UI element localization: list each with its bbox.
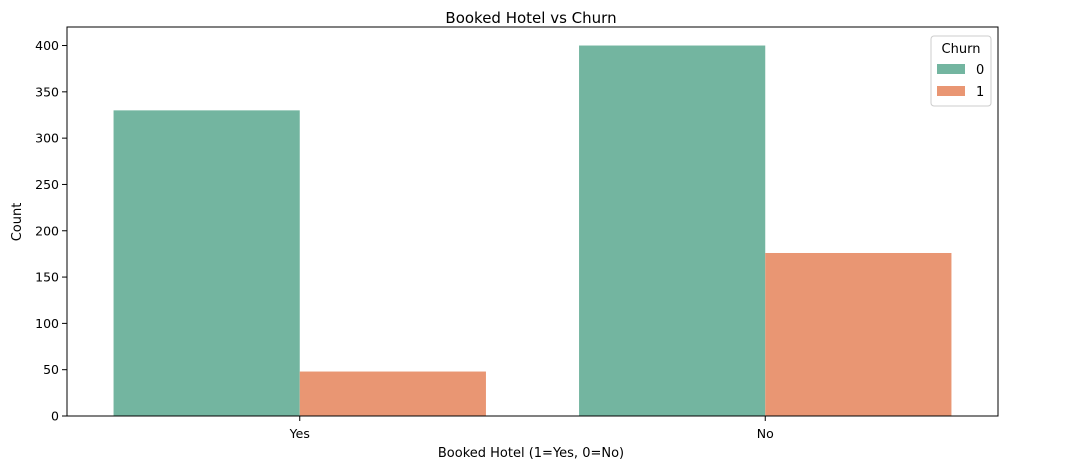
y-tick-label: 300 bbox=[35, 131, 59, 146]
y-tick-label: 150 bbox=[35, 270, 59, 285]
legend-swatch-0 bbox=[937, 64, 965, 74]
y-tick-label: 400 bbox=[35, 38, 59, 53]
legend: Churn 0 1 bbox=[930, 35, 992, 107]
x-axis-title: Booked Hotel (1=Yes, 0=No) bbox=[438, 446, 624, 461]
y-tick-label: 200 bbox=[35, 223, 59, 238]
y-tick-label: 250 bbox=[35, 177, 59, 192]
chart-title: Booked Hotel vs Churn bbox=[445, 9, 616, 27]
bar-no-churn-0 bbox=[579, 45, 766, 417]
bar-yes-churn-0 bbox=[113, 110, 300, 416]
y-tick-label: 100 bbox=[35, 316, 59, 331]
y-tick-label: 0 bbox=[51, 409, 59, 424]
legend-title: Churn bbox=[942, 42, 981, 57]
x-tick-label: Yes bbox=[289, 426, 310, 441]
y-axis: 0 50 100 150 200 250 300 350 400 bbox=[35, 38, 67, 424]
plot-frame bbox=[66, 26, 999, 417]
bars-group bbox=[113, 45, 952, 417]
y-tick-label: 350 bbox=[35, 84, 59, 99]
bar-no-churn-1 bbox=[765, 252, 952, 416]
bar-yes-churn-1 bbox=[299, 371, 486, 416]
legend-swatch-1 bbox=[937, 86, 965, 96]
legend-label-0: 0 bbox=[976, 63, 984, 78]
y-tick-label: 50 bbox=[43, 362, 59, 377]
x-axis: Yes No bbox=[289, 416, 774, 441]
x-tick-label: No bbox=[757, 426, 774, 441]
y-axis-title: Count bbox=[10, 203, 25, 242]
legend-label-1: 1 bbox=[976, 85, 984, 100]
